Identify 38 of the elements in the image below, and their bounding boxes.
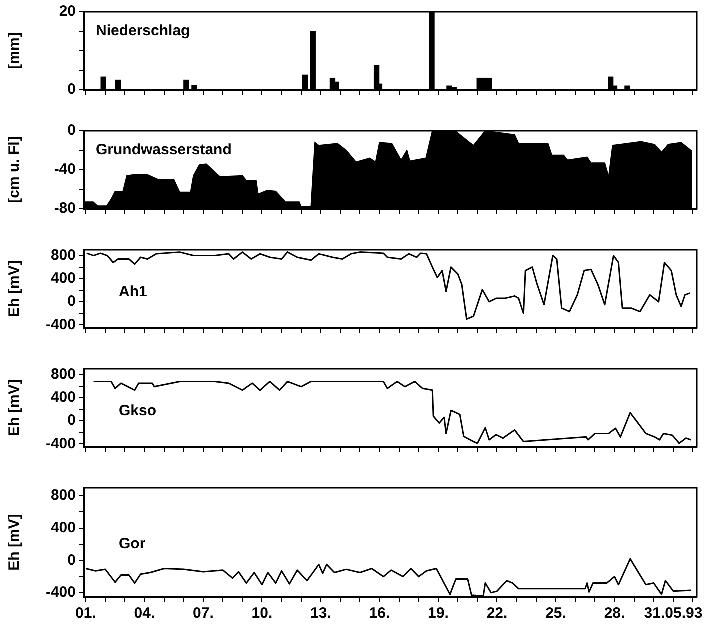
y-tick-label: 400 (50, 389, 76, 406)
y-tick-label: 0 (68, 122, 76, 140)
y-tick-label: 800 (50, 246, 76, 264)
x-tick-label: 13. (310, 605, 332, 622)
x-tick-label: 07. (193, 605, 214, 622)
y-tick-label: 800 (50, 487, 76, 504)
y-tick-label: 400 (50, 520, 76, 537)
y-tick-label: -400 (46, 584, 76, 602)
x-tick-label: 10. (252, 605, 273, 622)
y-tick-label: -80 (54, 200, 76, 218)
x-tick-label: 22. (486, 605, 508, 622)
y-tick-label: -400 (46, 316, 76, 334)
annotation: Grundwasserstand (96, 142, 232, 159)
y-axis-title: Eh [mV] (6, 260, 24, 318)
y-tick-label: 20 (59, 3, 76, 20)
y-tick-label: 800 (50, 366, 76, 383)
x-tick-label: 04. (134, 605, 156, 622)
y-tick-label: -40 (54, 161, 76, 178)
x-tick-label: 19. (428, 605, 449, 622)
annotation: Ah1 (119, 284, 148, 301)
x-tick-label: 31.05.93 (644, 605, 703, 622)
y-tick-label: 0 (68, 81, 76, 98)
annotation: Gkso (119, 402, 157, 420)
y-tick-label: 400 (50, 270, 76, 288)
annotation: Niederschlag (96, 22, 190, 40)
x-tick-label: 16. (369, 605, 390, 622)
y-axis-title: [mm] (6, 32, 24, 70)
y-tick-label: 0 (68, 412, 76, 430)
y-tick-label: -400 (46, 435, 76, 452)
y-tick-label: 0 (68, 552, 76, 569)
y-tick-label: 0 (68, 293, 76, 310)
y-axis-title: [cm u. Fl] (6, 136, 24, 204)
x-tick-label: 01. (76, 605, 96, 622)
y-axis-title: Eh [mV] (6, 514, 24, 571)
x-tick-label: 25. (546, 605, 566, 622)
x-tick-label: 28. (604, 605, 626, 622)
annotation: Gor (119, 536, 146, 553)
y-axis-title: Eh [mV] (6, 380, 24, 436)
